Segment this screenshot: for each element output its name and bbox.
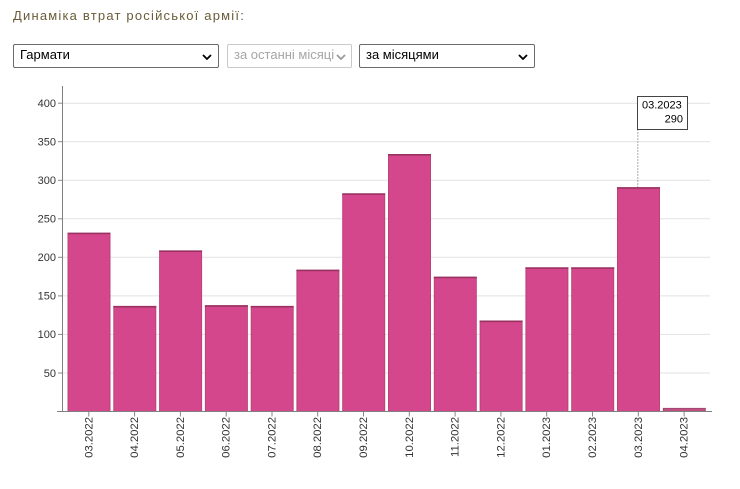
svg-text:03.2022: 03.2022 [83, 417, 95, 458]
svg-text:09.2022: 09.2022 [358, 417, 370, 458]
svg-text:250: 250 [38, 214, 56, 226]
svg-text:290: 290 [665, 114, 683, 126]
svg-text:01.2023: 01.2023 [541, 417, 553, 458]
svg-text:04.2023: 04.2023 [679, 417, 691, 458]
svg-text:06.2022: 06.2022 [221, 417, 233, 458]
svg-text:03.2023: 03.2023 [633, 417, 645, 458]
svg-text:05.2022: 05.2022 [175, 417, 187, 458]
svg-text:02.2023: 02.2023 [587, 417, 599, 458]
svg-text:08.2022: 08.2022 [312, 417, 324, 458]
svg-text:03.2023: 03.2023 [642, 100, 682, 112]
svg-text:150: 150 [38, 291, 56, 303]
svg-text:04.2022: 04.2022 [129, 417, 141, 458]
svg-text:10.2022: 10.2022 [404, 417, 416, 458]
svg-text:07.2022: 07.2022 [267, 417, 279, 458]
svg-text:300: 300 [38, 175, 56, 187]
svg-text:400: 400 [38, 98, 56, 110]
svg-text:50: 50 [44, 368, 56, 380]
svg-text:350: 350 [38, 137, 56, 149]
svg-text:12.2022: 12.2022 [495, 417, 507, 458]
svg-text:100: 100 [38, 329, 56, 341]
svg-text:200: 200 [38, 252, 56, 264]
svg-text:11.2022: 11.2022 [450, 417, 462, 457]
